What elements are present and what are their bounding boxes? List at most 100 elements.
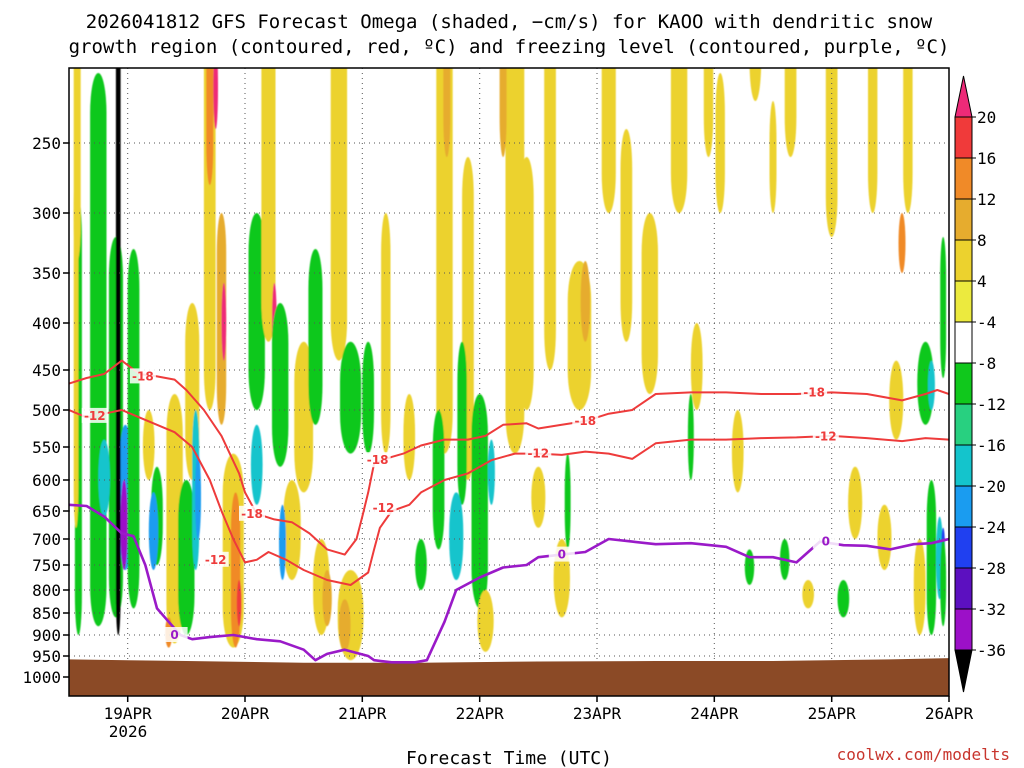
omega-cell (601, 68, 616, 213)
contour-label: 0 (822, 535, 830, 549)
omega-cell (432, 410, 445, 550)
contour-label: -18 (367, 453, 389, 467)
x-tick-label: 25APR (808, 704, 857, 723)
omega-cell (248, 213, 265, 410)
omega-cell (703, 68, 714, 157)
colorbar-label: -16 (977, 436, 1006, 455)
colorbar-segment (954, 321, 973, 364)
omega-cell (236, 580, 242, 627)
contour-label: 0 (170, 628, 178, 642)
omega-cell (195, 453, 201, 539)
contour-label: -18 (241, 507, 263, 521)
contour-red-minus18 (69, 359, 949, 556)
omega-cell (250, 424, 263, 505)
omega-cell (784, 68, 797, 157)
contour-label-bg (525, 445, 552, 461)
omega-cell (670, 68, 688, 213)
colorbar-label: -32 (977, 600, 1006, 619)
colorbar-segment (954, 362, 973, 405)
omega-cell (620, 129, 633, 342)
y-tick-label: 1000 (22, 668, 61, 687)
omega-cell (73, 68, 81, 261)
credit-text: coolwx.com/modelts (837, 745, 1010, 764)
y-tick-label: 650 (32, 502, 61, 521)
colorbar: 20 16 12 8 4 -4 -8 -12 -16 -20 -24 -28 -32 -36 (954, 75, 1006, 693)
omega-cell (415, 539, 427, 590)
contour-label: -12 (84, 409, 106, 423)
omega-cell (825, 68, 838, 237)
colorbar-label: -20 (977, 477, 1006, 496)
omega-cell (471, 394, 488, 609)
y-tick-label: 550 (32, 438, 61, 457)
colorbar-segment (954, 403, 973, 446)
x-axis-title: Forecast Time (UTC) (406, 748, 612, 768)
contour-label-bg (370, 499, 397, 515)
omega-cell (749, 68, 762, 101)
colorbar-segment (954, 157, 973, 200)
omega-cell (436, 68, 453, 454)
y-tick-label: 450 (32, 361, 61, 380)
contour-label: -12 (815, 430, 837, 444)
colorbar-label: 16 (977, 149, 996, 168)
contour-label-bg (202, 551, 229, 567)
omega-cell (213, 68, 218, 129)
x-tick-label: 19APR (104, 704, 153, 723)
y-tick-label: 600 (32, 471, 61, 490)
omega-cell (769, 101, 777, 213)
y-tick-label: 900 (32, 626, 61, 645)
omega-cell (221, 283, 227, 361)
omega-cell (687, 394, 694, 480)
omega-cell (308, 249, 323, 425)
colorbar-top-arrow (954, 75, 973, 118)
y-axis: 250 300 350 400 450 500 550 600 650 700 750 800 850 9… (22, 134, 69, 687)
omega-cell (544, 68, 556, 370)
omega-cell (641, 213, 658, 394)
grid-lines (69, 68, 949, 696)
contour-label-bg (572, 413, 599, 429)
colorbar-segment (954, 608, 973, 651)
contour-label-bg (812, 428, 839, 444)
omega-cell (294, 341, 314, 493)
omega-cell (477, 590, 494, 652)
colorbar-segment (954, 444, 973, 487)
x-axis-year-label: 2026 (109, 722, 148, 741)
colorbar-segment (954, 567, 973, 610)
omega-cell (272, 303, 289, 467)
omega-cell (580, 261, 590, 342)
y-tick-label: 700 (32, 530, 61, 549)
plot-area: -18 -18 -18 -18 -18 -12 -12 -12 -12 -12 0 0 0 (69, 68, 949, 696)
omega-cell (868, 68, 878, 213)
colorbar-segment (954, 198, 973, 241)
omega-cell (848, 466, 863, 539)
omega-cell (913, 539, 926, 635)
colorbar-label: -36 (977, 641, 1006, 660)
omega-cell (283, 480, 301, 580)
omega-cell (690, 323, 703, 410)
omega-cell (338, 599, 351, 652)
y-tick-label: 750 (32, 556, 61, 575)
y-tick-label: 950 (32, 647, 61, 666)
omega-cell (340, 341, 362, 454)
omega-cell (505, 68, 525, 454)
contour-label: -12 (527, 447, 549, 461)
omega-cell (148, 492, 159, 570)
y-tick-label: 500 (32, 401, 61, 420)
omega-cell (142, 410, 155, 480)
x-tick-label: 26APR (925, 704, 974, 723)
y-tick-label: 800 (32, 581, 61, 600)
omega-cell (127, 249, 140, 609)
colorbar-bottom-arrow (954, 649, 973, 693)
omega-cell (731, 410, 744, 493)
omega-cell (362, 341, 374, 454)
colorbar-label: -28 (977, 559, 1006, 578)
contour-label: -18 (803, 385, 825, 399)
omega-cell (216, 213, 227, 425)
colorbar-label: 12 (977, 190, 996, 209)
contour-label-bg (81, 407, 108, 423)
y-tick-label: 300 (32, 204, 61, 223)
contour-label: -12 (205, 553, 227, 567)
colorbar-label: 8 (977, 231, 987, 250)
omega-cell (381, 213, 391, 454)
temperature-contours: -18 -18 -18 -18 -18 -12 -12 -12 -12 -12 0 0 0 (69, 359, 949, 664)
